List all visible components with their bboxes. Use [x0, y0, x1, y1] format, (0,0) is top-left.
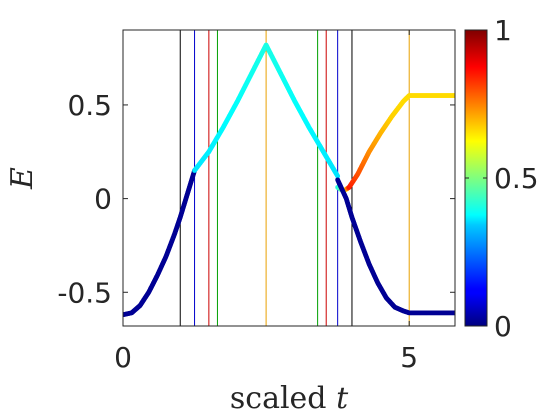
- data-point: [452, 93, 455, 98]
- y-tick-label: -0.5: [57, 276, 112, 309]
- plot-area: [122, 29, 456, 327]
- data-point: [335, 173, 341, 179]
- axis-ticks: [122, 30, 455, 326]
- y-axis-label: E: [5, 167, 40, 190]
- colorbar: 00.51: [464, 14, 539, 343]
- x-axis-label: scaled t: [230, 381, 349, 416]
- plot-frame: [122, 29, 456, 327]
- colorbar-ticks: 00.51: [465, 14, 539, 343]
- data-points: [123, 42, 455, 318]
- colorbar-tick-label: 0: [494, 310, 512, 343]
- y-tick-label: 0.5: [67, 89, 112, 122]
- x-axis-label-text: scaled: [230, 381, 327, 416]
- x-tick-label: 0: [114, 341, 132, 374]
- colorbar-tick-label: 1: [494, 14, 512, 47]
- x-axis-label-variable: t: [336, 381, 349, 416]
- vertical-lines: [179, 30, 410, 326]
- y-tick-label: 0: [94, 183, 112, 216]
- data-point: [452, 310, 455, 316]
- colorbar-tick-label: 0.5: [494, 162, 539, 195]
- x-tick-label: 5: [400, 341, 418, 374]
- plot-background: [123, 30, 455, 326]
- tick-labels: 0 5-0.500.5: [57, 89, 418, 374]
